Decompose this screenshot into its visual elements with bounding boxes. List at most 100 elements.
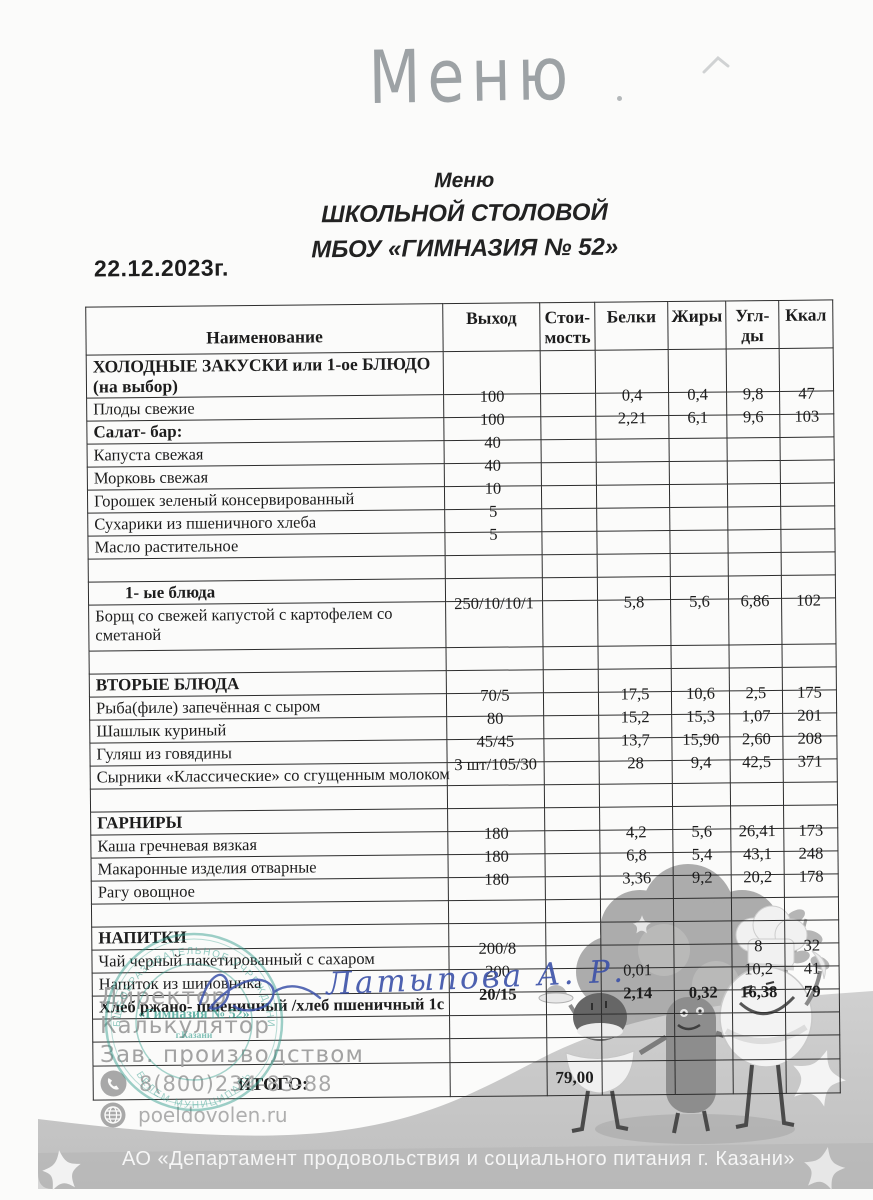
menu-cell-value xyxy=(728,644,783,668)
director-signature-stroke xyxy=(198,973,322,1012)
svg-text:БЕЛЕМ МУНИЦИПАЛЬ: БЕЛЕМ МУНИЦИПАЛЬ xyxy=(134,1070,255,1111)
menu-cell-value: 6,86 xyxy=(728,591,782,645)
menu-cell-value xyxy=(545,898,601,923)
menu-cell-value xyxy=(600,921,674,945)
menu-cell-value xyxy=(596,438,670,462)
role-calculator: Калькулятор xyxy=(100,1013,270,1039)
menu-cell-value xyxy=(544,760,600,785)
menu-cell-value xyxy=(727,483,781,507)
menu-cell-value: 103 xyxy=(779,406,834,438)
menu-cell-value xyxy=(732,1035,786,1060)
menu-cell-value xyxy=(544,806,600,831)
menu-cell-value: 3,36 xyxy=(600,868,674,899)
menu-cell-value xyxy=(601,1013,675,1037)
website-url: poeldovolen.ru xyxy=(138,1103,288,1127)
menu-cell-value xyxy=(732,1012,786,1036)
menu-cell-value xyxy=(727,529,782,553)
menu-cell-name: Каша гречневая вязкая xyxy=(90,831,448,858)
menu-cell-value xyxy=(730,782,784,806)
col-header-carbs: Угл- ды xyxy=(725,300,780,349)
menu-cell-value xyxy=(542,599,598,647)
menu-cell-value xyxy=(596,484,670,508)
menu-cell-value xyxy=(543,691,599,716)
banner-band xyxy=(38,1143,873,1189)
menu-cell-value: 5,6 xyxy=(670,591,729,646)
menu-cell-value xyxy=(597,553,671,577)
menu-cell-value xyxy=(727,460,781,484)
bottom-banner-text: АО «Департамент продовольствия и социаль… xyxy=(121,1148,795,1170)
menu-cell-value xyxy=(674,1012,733,1037)
menu-cell-value xyxy=(544,783,600,808)
menu-cell-value xyxy=(669,483,728,508)
menu-cell-value xyxy=(670,552,729,577)
menu-cell-value xyxy=(596,461,670,485)
menu-cell-value xyxy=(546,990,602,1015)
menu-cell-name xyxy=(90,785,448,812)
menu-cell-value xyxy=(542,553,598,578)
menu-cell-name: ВТОРЫЕ БЛЮДА xyxy=(89,670,447,697)
menu-cell-value: 5 xyxy=(444,524,543,556)
menu-cell-value xyxy=(447,784,545,809)
menu-cell-name: Рыба(филе) запечённая с сыром xyxy=(89,693,447,720)
menu-cell-value xyxy=(780,505,835,530)
stamp-center-name: «Гимназия № 52» xyxy=(138,1007,249,1022)
menu-cell-value xyxy=(445,646,544,671)
menu-cell-value: 178 xyxy=(784,866,839,898)
menu-cell-value: 0,32 xyxy=(674,982,733,1014)
menu-cell-value xyxy=(601,1060,676,1095)
col-header-output: Выход xyxy=(442,302,541,352)
menu-cell-value xyxy=(672,782,731,807)
menu-cell-value xyxy=(449,1061,548,1097)
document-title-block: Меню ШКОЛЬНОЙ СТОЛОВОЙ МБОУ «ГИМНАЗИЯ № … xyxy=(28,162,873,270)
menu-cell-value xyxy=(544,829,600,854)
menu-cell-name: Капуста свежая xyxy=(87,440,445,467)
menu-cell-value xyxy=(540,392,596,417)
menu-cell-name: Морковь свежая xyxy=(87,463,445,490)
menu-cell-value xyxy=(669,506,728,531)
menu-cell-value: 20,2 xyxy=(731,867,785,898)
menu-cell-value xyxy=(449,1037,547,1063)
menu-cell-value: 79 xyxy=(785,981,840,1013)
menu-cell-value xyxy=(785,1058,841,1094)
menu-cell-value xyxy=(601,1036,675,1061)
menu-cell-value xyxy=(783,781,838,806)
menu-cell-value: 2,21 xyxy=(595,408,669,439)
menu-cell-value: 9,2 xyxy=(673,867,732,899)
menu-cell-name: Горошек зеленый консервированный xyxy=(87,486,445,513)
globe-icon xyxy=(100,1102,126,1128)
menu-cell-value: 42,5 xyxy=(730,752,784,783)
menu-cell-value xyxy=(728,552,782,576)
table-row: ХОЛОДНЫЕ ЗАКУСКИ или 1-ое БЛЮДО (на выбо… xyxy=(86,347,834,398)
menu-cell-value xyxy=(543,668,599,693)
stamp-center-city: г.Казани xyxy=(176,1031,213,1041)
menu-cell-value xyxy=(445,554,543,579)
scan-artifact xyxy=(702,55,730,74)
menu-cell-value xyxy=(540,350,596,394)
menu-cell-value xyxy=(545,921,601,946)
col-header-cost: Стои- мость xyxy=(539,302,596,351)
stamp-ring-text-bottom: БЕЛЕМ МУНИЦИПАЛЬ xyxy=(134,1070,253,1111)
menu-cell-value xyxy=(673,897,732,922)
menu-cell-value xyxy=(727,506,781,530)
menu-cell-value xyxy=(542,645,599,670)
menu-cell-value xyxy=(545,875,601,900)
col-header-protein: Белки xyxy=(594,301,669,351)
menu-cell-name: Шашлык куриный xyxy=(89,716,447,743)
menu-cell-name: Масло растительное xyxy=(87,532,446,559)
menu-cell-name: Гуляш из говядины xyxy=(89,739,448,766)
menu-cell-value xyxy=(785,1011,840,1036)
menu-cell-value xyxy=(600,898,674,922)
menu-cell-value xyxy=(546,1013,602,1038)
menu-cell-value: 9,4 xyxy=(672,752,731,784)
menu-cell-value: 79,00 xyxy=(546,1060,603,1096)
menu-cell-name: Плоды свежие xyxy=(86,394,444,421)
phone-number: 8(800)234-83-88 xyxy=(139,1071,333,1096)
menu-cell-value: 9,6 xyxy=(726,407,780,438)
menu-cell-value xyxy=(781,551,836,576)
table-row: Борщ со свежей капустой с картофелем со … xyxy=(88,590,836,651)
menu-cell-value xyxy=(780,528,836,553)
menu-cell-value xyxy=(669,529,729,554)
menu-cell-value xyxy=(544,852,601,877)
menu-cell-name xyxy=(89,647,447,674)
